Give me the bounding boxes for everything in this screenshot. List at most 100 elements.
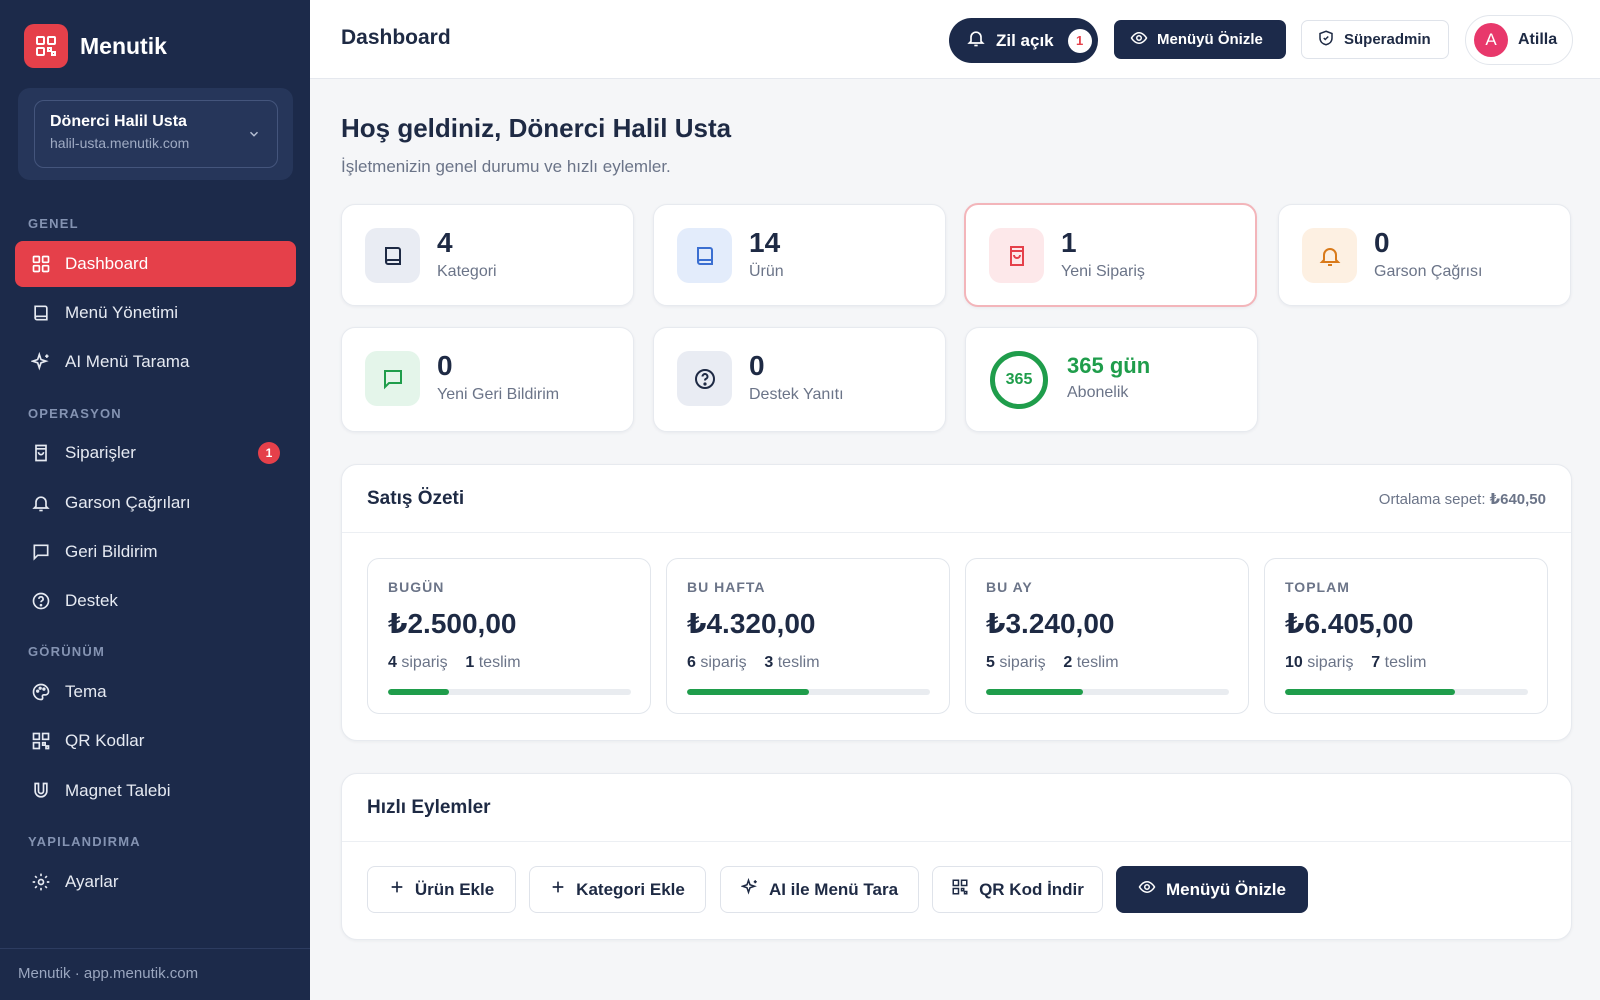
- sidebar-item-dashboard[interactable]: Dashboard: [15, 241, 296, 287]
- sidebar-item-theme[interactable]: Tema: [15, 669, 296, 715]
- book-icon: [365, 228, 420, 283]
- business-select[interactable]: Dönerci Halil Usta halil-usta.menutik.co…: [34, 100, 278, 168]
- orders-count: 6: [687, 654, 696, 671]
- chat-icon: [31, 542, 51, 562]
- sales-card-meta: 4 sipariş 1 teslim: [388, 654, 521, 672]
- sidebar-footer: Menutik · app.menutik.com: [0, 948, 310, 1000]
- sidebar-item-label: Ayarlar: [65, 872, 119, 891]
- progress-track: [388, 689, 631, 695]
- download-qr-label: QR Kod İndir: [979, 879, 1084, 899]
- progress-fill: [986, 689, 1084, 695]
- orders-count: 4: [388, 654, 397, 671]
- grid-icon: [31, 254, 51, 274]
- stat-card-new-orders[interactable]: 1 Yeni Sipariş: [964, 203, 1257, 307]
- bell-icon: [966, 28, 986, 53]
- progress-fill: [388, 689, 449, 695]
- sales-summary-panel: Satış Özeti Ortalama sepet: ₺640,50 BUGÜ…: [341, 464, 1572, 741]
- preview-menu-button[interactable]: Menüyü Önizle: [1114, 20, 1286, 59]
- nav-section-appearance: GÖRÜNÜM: [28, 644, 106, 659]
- welcome-title: Hoş geldiniz, Dönerci Halil Usta: [341, 113, 732, 143]
- add-product-button[interactable]: Ürün Ekle: [367, 866, 516, 913]
- orders-word: sipariş: [700, 654, 747, 671]
- chat-icon: [365, 351, 420, 406]
- sidebar-item-support[interactable]: Destek: [15, 578, 296, 624]
- sidebar-item-label: QR Kodlar: [65, 731, 145, 750]
- chevron-down-icon: [247, 127, 261, 146]
- sidebar-item-magnet-request[interactable]: Magnet Talebi: [15, 768, 296, 814]
- stat-card-waiter-calls[interactable]: 0 Garson Çağrısı: [1278, 204, 1571, 306]
- progress-fill: [687, 689, 809, 695]
- stat-card-products[interactable]: 14 Ürün: [653, 204, 946, 306]
- progress-track: [687, 689, 930, 695]
- nav-section-general: GENEL: [28, 216, 79, 231]
- ai-menu-scan-button[interactable]: AI ile Menü Tara: [720, 866, 919, 913]
- preview-menu-action-button[interactable]: Menüyü Önizle: [1116, 866, 1308, 913]
- add-category-label: Kategori Ekle: [576, 879, 685, 899]
- delivered-word: teslim: [478, 654, 521, 671]
- orders-count: 5: [986, 654, 995, 671]
- sales-card-this-month: BU AY ₺3.240,00 5 sipariş 2 teslim: [965, 558, 1249, 714]
- quick-actions-panel: Hızlı Eylemler Ürün Ekle Kategori Ekle A…: [341, 773, 1572, 940]
- stat-value: 0: [1374, 227, 1390, 258]
- sidebar-item-label: Siparişler: [65, 443, 136, 462]
- delivered-word: teslim: [777, 654, 820, 671]
- sidebar-item-qr-codes[interactable]: QR Kodlar: [15, 718, 296, 764]
- sidebar-item-orders[interactable]: Siparişler 1: [15, 430, 296, 476]
- average-basket-label: Ortalama sepet:: [1378, 491, 1486, 508]
- qr-icon: [951, 878, 969, 901]
- delivered-count: 7: [1371, 654, 1381, 671]
- magnet-icon: [31, 781, 51, 801]
- sales-card-amount: ₺2.500,00: [388, 608, 517, 639]
- bell-count-badge: 1: [1067, 28, 1092, 53]
- eye-icon: [1130, 29, 1148, 51]
- add-category-button[interactable]: Kategori Ekle: [529, 866, 706, 913]
- topbar: Dashboard Zil açık 1 Menüyü Önizle Süper…: [310, 0, 1600, 79]
- stat-label: Destek Yanıtı: [749, 386, 844, 403]
- stat-label: Kategori: [437, 263, 497, 280]
- sparkle-icon: [31, 352, 51, 372]
- stat-card-feedback[interactable]: 0 Yeni Geri Bildirim: [341, 327, 634, 432]
- sales-card-label: BU AY: [986, 579, 1033, 595]
- sidebar-item-label: Dashboard: [65, 254, 149, 273]
- sidebar-item-feedback[interactable]: Geri Bildirim: [15, 529, 296, 575]
- stat-card-subscription[interactable]: 365 365 gün Abonelik: [965, 327, 1258, 432]
- sidebar-item-ai-menu-scan[interactable]: AI Menü Tarama: [15, 339, 296, 385]
- sidebar-item-waiter-calls[interactable]: Garson Çağrıları: [15, 480, 296, 526]
- user-name: Atilla: [1518, 31, 1558, 48]
- add-product-label: Ürün Ekle: [414, 879, 495, 899]
- stat-value: 14: [749, 227, 781, 258]
- welcome-subtitle: İşletmenizin genel durumu ve hızlı eylem…: [341, 157, 671, 176]
- plus-icon: [550, 879, 566, 900]
- stat-value: 0: [749, 350, 765, 381]
- palette-icon: [31, 682, 51, 702]
- sales-card-label: BUGÜN: [388, 579, 445, 595]
- superadmin-button[interactable]: Süperadmin: [1301, 20, 1449, 59]
- preview-menu-action-label: Menüyü Önizle: [1166, 879, 1286, 899]
- sales-card-amount: ₺3.240,00: [986, 608, 1115, 639]
- gear-icon: [31, 872, 51, 892]
- progress-track: [986, 689, 1229, 695]
- book-icon: [677, 228, 732, 283]
- stat-label: Garson Çağrısı: [1374, 263, 1483, 280]
- stat-card-categories[interactable]: 4 Kategori: [341, 204, 634, 306]
- download-qr-button[interactable]: QR Kod İndir: [932, 866, 1103, 913]
- quick-actions-header: Hızlı Eylemler: [342, 774, 1571, 842]
- shield-icon: [1317, 29, 1335, 51]
- sidebar-item-settings[interactable]: Ayarlar: [15, 859, 296, 905]
- subscription-label: Abonelik: [1067, 384, 1129, 401]
- brand[interactable]: Menutik: [24, 24, 167, 68]
- stat-label: Yeni Geri Bildirim: [437, 386, 560, 403]
- bell-icon: [1302, 228, 1357, 283]
- page-title: Dashboard: [341, 26, 451, 49]
- user-menu[interactable]: A Atilla: [1465, 15, 1573, 65]
- bell-toggle-button[interactable]: Zil açık 1: [949, 18, 1098, 63]
- sales-card-meta: 10 sipariş 7 teslim: [1285, 654, 1426, 672]
- sidebar-item-label: AI Menü Tarama: [65, 352, 190, 371]
- delivered-count: 3: [764, 654, 774, 671]
- sidebar-item-menu-management[interactable]: Menü Yönetimi: [15, 290, 296, 336]
- help-icon: [677, 351, 732, 406]
- stat-label: Yeni Sipariş: [1061, 263, 1145, 280]
- sales-card-meta: 5 sipariş 2 teslim: [986, 654, 1119, 672]
- qr-icon: [31, 731, 51, 751]
- stat-card-support-replies[interactable]: 0 Destek Yanıtı: [653, 327, 946, 432]
